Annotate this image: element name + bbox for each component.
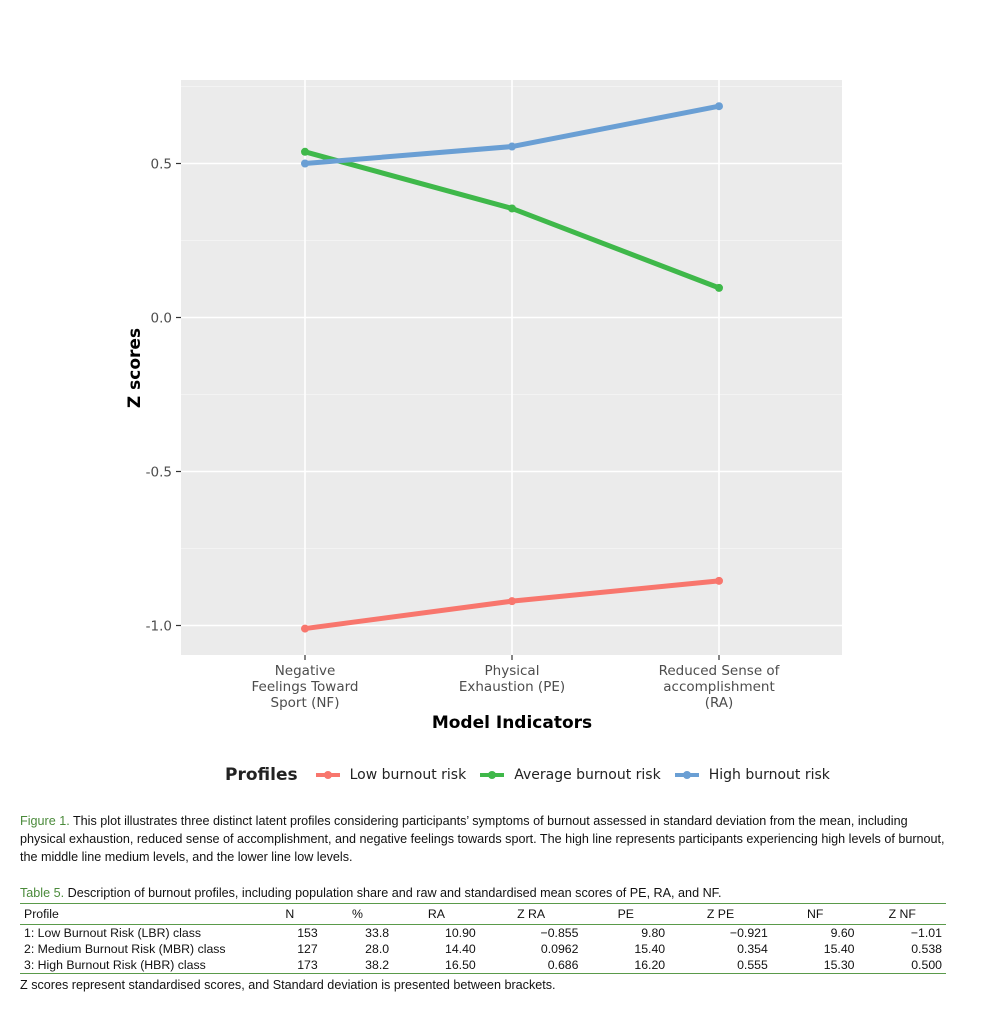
table-cell: 16.50 bbox=[444, 958, 476, 972]
series-point-1-1 bbox=[508, 204, 516, 213]
table-cell: −1.01 bbox=[910, 926, 942, 940]
y-tick-label: -1.0 bbox=[146, 619, 172, 635]
major-gridlines bbox=[181, 80, 842, 655]
legend-title: Profiles bbox=[225, 765, 298, 785]
legend-key-high-icon bbox=[673, 766, 701, 784]
table-cell: 0.555 bbox=[737, 958, 768, 972]
legend-item-average: Average burnout risk bbox=[478, 766, 661, 784]
table-header-cell: Profile bbox=[24, 907, 59, 921]
y-tick-label: 0.5 bbox=[151, 157, 172, 173]
table-header-cell: % bbox=[351, 907, 363, 921]
table-cell: 0.0962 bbox=[540, 942, 579, 956]
legend-label-high: High burnout risk bbox=[708, 767, 830, 783]
table-header-cell: PE bbox=[617, 907, 635, 921]
table-header-cell: Z NF bbox=[888, 907, 916, 921]
table-cell: −0.855 bbox=[540, 926, 579, 940]
x-tick-label-line: Reduced Sense of bbox=[659, 663, 781, 679]
x-tick-label-line: Sport (NF) bbox=[271, 695, 340, 711]
table-cell: 38.2 bbox=[365, 958, 390, 972]
table-title-label: Table 5. bbox=[20, 886, 65, 900]
series-points bbox=[301, 102, 723, 633]
table-cell: 14.40 bbox=[444, 942, 476, 956]
table-title: Table 5. Description of burnout profiles… bbox=[20, 885, 950, 901]
legend-label-average: Average burnout risk bbox=[514, 767, 661, 783]
table-cell: 16.20 bbox=[634, 958, 666, 972]
legend-item-low: Low burnout risk bbox=[314, 766, 467, 784]
table-cell: 33.8 bbox=[365, 926, 390, 940]
series-point-0-2 bbox=[715, 576, 723, 585]
x-tick-label: Reduced Sense of accomplishment (RA) bbox=[659, 663, 781, 711]
table-cell: −0.921 bbox=[729, 926, 768, 940]
table-header-cell: RA bbox=[427, 907, 445, 921]
table-cell: 15.40 bbox=[823, 942, 855, 956]
x-tick-label-line: Physical bbox=[485, 663, 540, 679]
figure-caption: Figure 1. This plot illustrates three di… bbox=[20, 812, 955, 866]
x-tick-label-line: Feelings Toward bbox=[252, 679, 359, 695]
table-cell: 9.80 bbox=[641, 926, 666, 940]
legend-key-low-icon bbox=[314, 766, 342, 784]
table-row: 3: High Burnout Risk (HBR) class 173 38.… bbox=[20, 957, 946, 974]
x-tick-label-line: Negative bbox=[275, 663, 336, 679]
table-cell: 0.500 bbox=[911, 958, 942, 972]
table-cell: 0.354 bbox=[737, 942, 768, 956]
x-axis-ticks: Negative Feelings Toward Sport (NF) Physica… bbox=[252, 655, 781, 711]
table-cell: 9.60 bbox=[830, 926, 855, 940]
table-cell: 127 bbox=[297, 942, 318, 956]
series-point-2-1 bbox=[508, 142, 516, 151]
x-tick-label-line: accomplishment bbox=[663, 679, 775, 695]
x-axis-title: Model Indicators bbox=[432, 713, 592, 733]
table-cell: 1: Low Burnout Risk (LBR) class bbox=[24, 926, 202, 940]
series-point-1-2 bbox=[715, 283, 723, 292]
series-point-1-0 bbox=[301, 147, 309, 156]
table-cell: 10.90 bbox=[444, 926, 476, 940]
legend-label-low: Low burnout risk bbox=[349, 767, 467, 783]
table-cell: 0.686 bbox=[547, 958, 579, 972]
profiles-table: Profile N % RA Z RA PE Z PE NF Z NF 1: L… bbox=[20, 903, 946, 974]
y-axis-title: Z scores bbox=[125, 328, 145, 408]
table-cell: 153 bbox=[297, 926, 318, 940]
table-cell: 173 bbox=[297, 958, 318, 972]
x-tick-label: Negative Feelings Toward Sport (NF) bbox=[252, 663, 359, 711]
table-header-cell: NF bbox=[806, 907, 824, 921]
burnout-line-chart: -1.0 -0.5 0.0 0.5 Negative Feelings Toward Sp… bbox=[125, 80, 842, 733]
table-row: 1: Low Burnout Risk (LBR) class 153 33.8… bbox=[20, 925, 946, 942]
series-point-0-1 bbox=[508, 597, 516, 606]
table-cell: 15.40 bbox=[634, 942, 666, 956]
legend-item-high: High burnout risk bbox=[673, 766, 830, 784]
series-point-2-2 bbox=[715, 102, 723, 111]
table-header-cell: Z RA bbox=[517, 907, 546, 921]
y-tick-label: -0.5 bbox=[146, 465, 172, 481]
table-header-cell: N bbox=[285, 907, 295, 921]
figure-caption-text: This plot illustrates three distinct lat… bbox=[20, 814, 945, 864]
legend: Profiles Low burnout risk Average burnou… bbox=[225, 763, 842, 787]
table-row: 2: Medium Burnout Risk (MBR) class 127 2… bbox=[20, 941, 946, 957]
series-point-2-0 bbox=[301, 159, 309, 168]
table-title-text: Description of burnout profiles, includi… bbox=[64, 886, 722, 900]
y-tick-label: 0.0 bbox=[151, 311, 172, 327]
table-cell: 15.30 bbox=[823, 958, 855, 972]
table-header-cell: Z PE bbox=[706, 907, 735, 921]
profiles-table-block: Table 5. Description of burnout profiles… bbox=[20, 885, 950, 992]
table-cell: 28.0 bbox=[365, 942, 390, 956]
x-tick-label-line: Exhaustion (PE) bbox=[459, 679, 565, 695]
table-header-row: Profile N % RA Z RA PE Z PE NF Z NF bbox=[20, 903, 946, 925]
table-cell: 3: High Burnout Risk (HBR) class bbox=[24, 958, 206, 972]
table-cell: 2: Medium Burnout Risk (MBR) class bbox=[24, 942, 226, 956]
table-note: Z scores represent standardised scores, … bbox=[20, 978, 556, 992]
table-cell: 0.538 bbox=[911, 942, 942, 956]
x-tick-label-line: (RA) bbox=[705, 695, 734, 711]
legend-key-average-icon bbox=[478, 766, 506, 784]
x-tick-label: Physical Exhaustion (PE) bbox=[459, 663, 565, 695]
figure-caption-label: Figure 1. bbox=[20, 814, 70, 828]
y-axis-ticks: -1.0 -0.5 0.0 0.5 bbox=[146, 157, 181, 635]
series-point-0-0 bbox=[301, 624, 309, 633]
